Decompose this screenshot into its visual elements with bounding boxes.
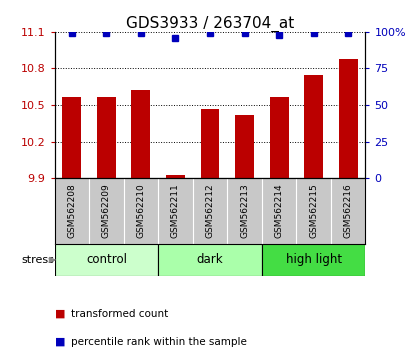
Text: transformed count: transformed count	[71, 309, 169, 319]
Text: control: control	[86, 253, 127, 266]
Text: percentile rank within the sample: percentile rank within the sample	[71, 337, 247, 347]
Bar	[262, 244, 365, 276]
Bar	[304, 75, 323, 178]
Text: dark: dark	[197, 253, 223, 266]
Text: GSM562211: GSM562211	[171, 184, 180, 238]
Text: GSM562215: GSM562215	[309, 184, 318, 238]
Bar	[55, 244, 158, 276]
Text: GSM562213: GSM562213	[240, 184, 249, 238]
Text: GSM562214: GSM562214	[275, 184, 284, 238]
Text: GSM562216: GSM562216	[344, 184, 353, 238]
Bar	[158, 244, 262, 276]
Text: GSM562212: GSM562212	[205, 184, 215, 238]
Title: GDS3933 / 263704_at: GDS3933 / 263704_at	[126, 16, 294, 32]
Bar	[97, 97, 116, 178]
Bar	[270, 97, 289, 178]
Text: stress: stress	[22, 255, 55, 265]
Bar	[200, 109, 220, 178]
Text: GSM562210: GSM562210	[136, 184, 145, 238]
Bar	[166, 175, 185, 178]
Text: GSM562208: GSM562208	[67, 184, 76, 238]
Bar	[63, 97, 81, 178]
Bar	[131, 91, 150, 178]
Bar	[235, 115, 254, 178]
Bar	[339, 59, 357, 178]
Text: ■: ■	[55, 309, 65, 319]
Text: GSM562209: GSM562209	[102, 184, 111, 238]
Text: high light: high light	[286, 253, 341, 266]
Text: ■: ■	[55, 337, 65, 347]
